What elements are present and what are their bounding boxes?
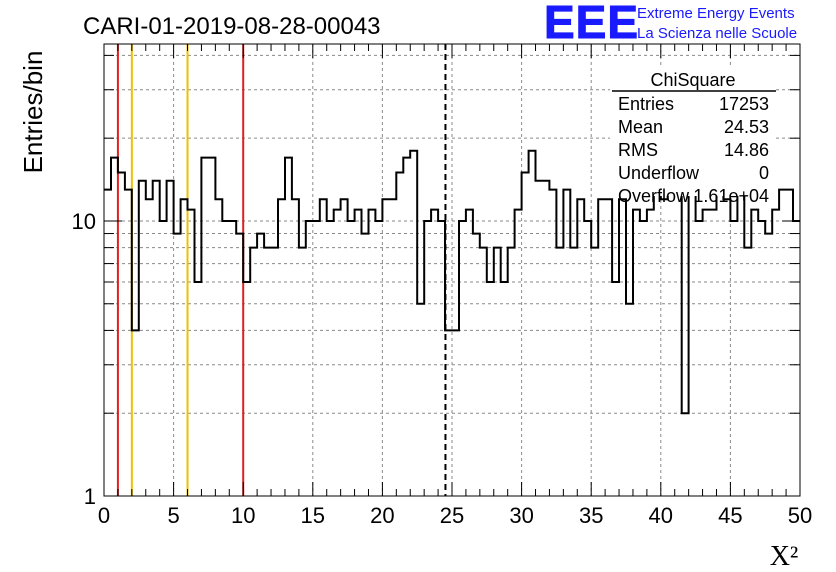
stats-value-overflow: 1.61e+04 [693, 186, 769, 206]
y-axis-label: Entries/bin [18, 51, 48, 174]
stats-value-entries: 17253 [719, 94, 769, 114]
axis-ticks [103, 44, 801, 496]
stats-label-entries: Entries [618, 94, 674, 114]
stats-value-rms: 14.86 [724, 140, 769, 160]
x-tick-label: 50 [788, 503, 812, 528]
x-tick-label: 10 [231, 503, 255, 528]
x-axis-label: X² [770, 541, 799, 572]
y-tick-labels: 1 10 [72, 209, 96, 509]
x-tick-label: 20 [370, 503, 394, 528]
stats-label-rms: RMS [618, 140, 658, 160]
org-slogan: La Scienza nelle Scuole [637, 25, 797, 42]
stats-label-mean: Mean [618, 117, 663, 137]
org-name: Extreme Energy Events [637, 5, 795, 22]
x-tick-label: 40 [649, 503, 673, 528]
run-title: CARI-01-2019-08-28-00043 [83, 13, 381, 40]
stats-label-underflow: Underflow [618, 163, 700, 183]
x-tick-label: 25 [440, 503, 464, 528]
x-tick-label: 15 [301, 503, 325, 528]
x-tick-label: 5 [167, 503, 179, 528]
x-tick-label: 0 [98, 503, 110, 528]
x-tick-label: 35 [579, 503, 603, 528]
stats-box-background [610, 66, 776, 196]
stats-box: ChiSquare Entries 17253 Mean 24.53 RMS 1… [610, 66, 776, 206]
y-tick-label: 10 [72, 209, 96, 234]
x-tick-label: 30 [509, 503, 533, 528]
stats-label-overflow: Overflow [618, 186, 690, 206]
stats-value-underflow: 0 [759, 163, 769, 183]
x-tick-labels: 0 5 10 15 20 25 30 35 40 45 50 [98, 503, 812, 528]
histogram-line [104, 137, 800, 415]
eee-logo: EEE Extreme Energy Events La Scienza nel… [544, 0, 798, 49]
x-tick-label: 45 [718, 503, 742, 528]
stats-title: ChiSquare [650, 70, 735, 90]
stats-value-mean: 24.53 [724, 117, 769, 137]
logo-mark: EEE [544, 0, 639, 48]
y-tick-label: 1 [84, 484, 96, 509]
